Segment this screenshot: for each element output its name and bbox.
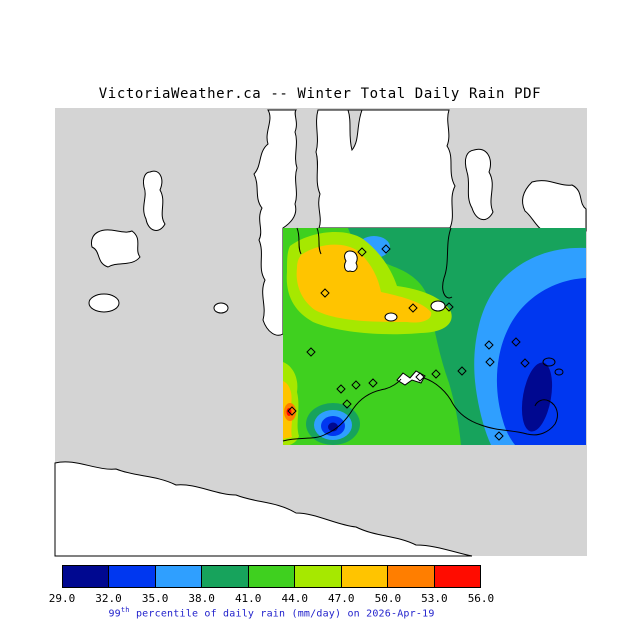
colorbar-tick: 32.0 <box>95 592 122 605</box>
lake-small-2 <box>430 300 446 312</box>
contour-gold-blob <box>296 244 432 323</box>
station-marker <box>484 340 494 350</box>
contour-navy-core <box>521 362 553 432</box>
lake-elk <box>344 250 358 272</box>
colorbar-cell <box>294 565 342 588</box>
coastline-south-west <box>282 378 402 442</box>
contour-field <box>283 228 586 445</box>
coastline-south-east <box>423 377 558 436</box>
colorbar-cell <box>154 565 203 588</box>
station-marker <box>511 337 521 347</box>
island-sidney-chain <box>464 148 494 220</box>
station-marker <box>485 357 495 367</box>
station-marker <box>287 406 297 416</box>
land-group <box>54 109 587 557</box>
island-outline-discovery <box>554 368 564 376</box>
island-outline-chatham <box>542 357 556 367</box>
colorbar-tick: 29.0 <box>48 592 76 605</box>
station-marker <box>306 347 316 357</box>
channel-notch <box>347 109 363 152</box>
colorbar-tick: 53.0 <box>421 592 448 605</box>
colorbar-tick: 41.0 <box>234 592 262 605</box>
colorbar-cell <box>433 565 481 588</box>
colorbar-cell <box>247 565 296 588</box>
contour-blue-region <box>496 278 586 445</box>
land-malahat-strip <box>253 109 298 336</box>
coastline-inlet-shore-2 <box>316 227 322 255</box>
station-marker <box>408 303 418 313</box>
colorbar-tick-labels: 29.0 32.0 35.0 38.0 41.0 44.0 47.0 50.0 53.0 56.0 <box>0 592 640 606</box>
station-markers-group <box>287 244 530 441</box>
colorbar-cell <box>108 565 156 588</box>
station-marker <box>336 384 346 394</box>
station-marker <box>494 431 504 441</box>
station-marker <box>415 372 425 382</box>
colorbar-cell <box>201 565 249 588</box>
station-marker <box>381 244 391 254</box>
colorbar-tick: 50.0 <box>374 592 402 605</box>
colorbar-tick: 56.0 <box>467 592 495 605</box>
island-tiny <box>213 302 229 314</box>
station-marker <box>444 302 454 312</box>
station-marker <box>431 369 441 379</box>
colorbar-cell <box>62 565 110 588</box>
coastline-cordova-bay <box>442 227 453 299</box>
plot-title: VictoriaWeather.ca -- Winter Total Daily… <box>98 86 542 102</box>
land-saanich-peninsula <box>315 109 456 229</box>
caption-prefix: 99 <box>108 608 121 620</box>
station-marker <box>320 288 330 298</box>
land-olympic-peninsula <box>54 461 473 557</box>
station-marker <box>457 366 467 376</box>
caption: 99th percentile of daily rain (mm/day) o… <box>62 606 481 619</box>
station-marker <box>342 399 352 409</box>
colorbar <box>62 565 481 588</box>
island-west-cluster <box>91 229 141 268</box>
colorbar-tick: 47.0 <box>328 592 355 605</box>
station-marker <box>357 247 367 257</box>
station-marker <box>368 378 378 388</box>
caption-superscript: th <box>120 606 130 614</box>
island-west-long <box>143 170 166 231</box>
coastline-inlet-shore-1 <box>296 227 302 255</box>
lake-small-1 <box>384 312 398 322</box>
colorbar-cell <box>387 565 435 588</box>
caption-rest: percentile of daily rain (mm/day) on 202… <box>129 608 435 620</box>
station-marker <box>520 358 530 368</box>
colorbar-cell <box>340 565 389 588</box>
station-marker <box>351 380 361 390</box>
colorbar-tick: 35.0 <box>141 592 169 605</box>
colorbar-tick: 38.0 <box>188 592 215 605</box>
colorbar-tick: 44.0 <box>281 592 309 605</box>
island-small-west <box>88 293 120 313</box>
